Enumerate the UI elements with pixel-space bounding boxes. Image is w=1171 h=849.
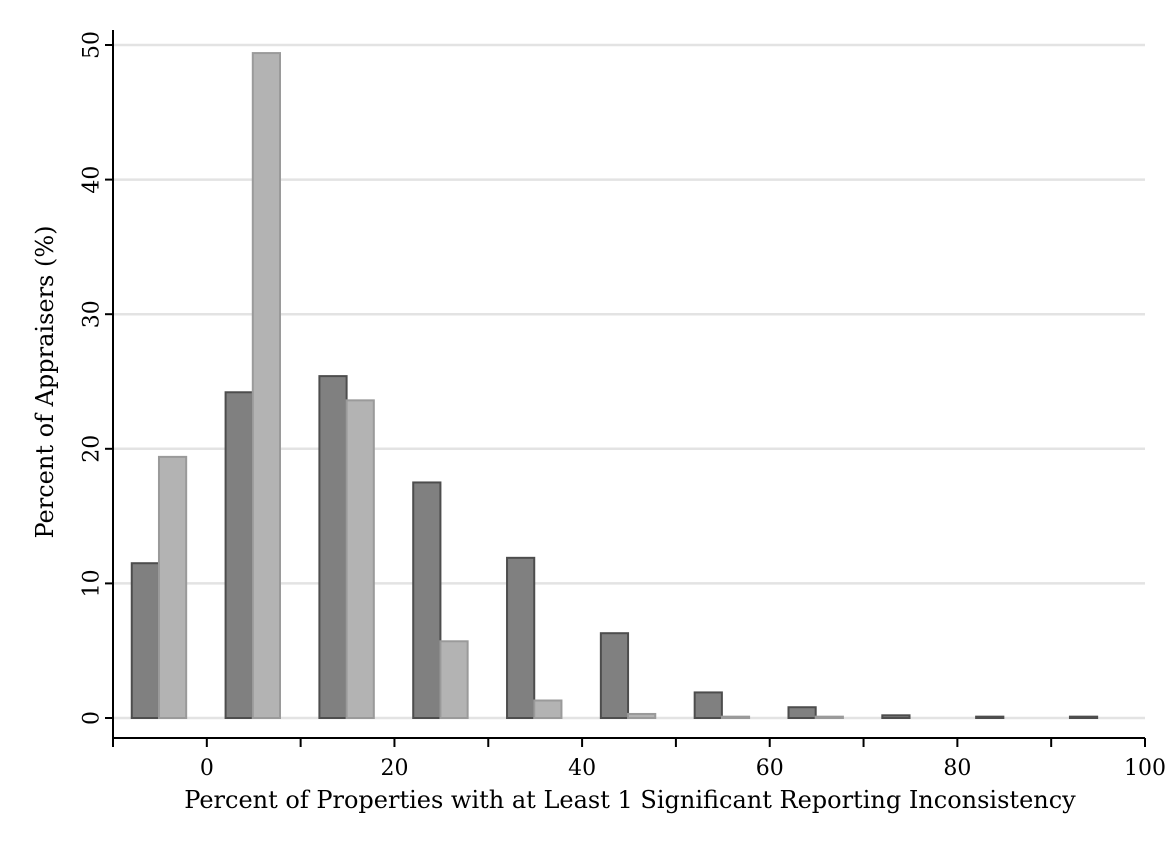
bars bbox=[130, 52, 1099, 720]
y-tick-label: 0 bbox=[80, 711, 105, 725]
bar-series-1 bbox=[130, 562, 160, 720]
bar-series-2 bbox=[345, 399, 375, 719]
y-tick-label: 10 bbox=[80, 569, 105, 597]
axes: 0 10 20 30 40 50 0 20 40 60 80 100 bbox=[80, 30, 1166, 781]
bar-series-1 bbox=[1068, 715, 1099, 719]
bar-series-2 bbox=[157, 455, 188, 719]
x-tick-label: 80 bbox=[943, 756, 971, 781]
bar-series-1 bbox=[881, 714, 911, 719]
bar-series-1 bbox=[224, 391, 254, 719]
bar-series-1 bbox=[693, 691, 723, 720]
x-tick-label: 40 bbox=[568, 756, 596, 781]
y-tick-label: 50 bbox=[80, 31, 105, 59]
y-tick-label: 30 bbox=[80, 300, 105, 328]
bar-series-2 bbox=[627, 712, 657, 719]
bar-series-1 bbox=[975, 715, 1005, 719]
y-tick-label: 20 bbox=[80, 435, 105, 463]
bar-series-1 bbox=[506, 556, 536, 719]
bar-series-1 bbox=[412, 481, 442, 720]
bar-series-1 bbox=[787, 706, 817, 719]
bar-series-1 bbox=[599, 632, 630, 720]
x-tick-label: 100 bbox=[1124, 756, 1166, 781]
x-tick-label: 60 bbox=[756, 756, 784, 781]
x-tick-label: 0 bbox=[200, 756, 214, 781]
bar-series-2 bbox=[533, 699, 563, 720]
bar-series-2 bbox=[251, 52, 281, 720]
x-axis-title: Percent of Properties with at Least 1 Si… bbox=[184, 786, 1076, 814]
gridlines bbox=[113, 43, 1145, 720]
y-tick-label: 40 bbox=[80, 166, 105, 194]
x-tick-label: 20 bbox=[380, 756, 408, 781]
bar-series-1 bbox=[318, 375, 348, 719]
bar-series-2 bbox=[439, 640, 469, 720]
bar-series-2 bbox=[814, 715, 844, 719]
y-axis-title: Percent of Appraisers (%) bbox=[31, 225, 59, 538]
bar-series-2 bbox=[720, 715, 751, 719]
